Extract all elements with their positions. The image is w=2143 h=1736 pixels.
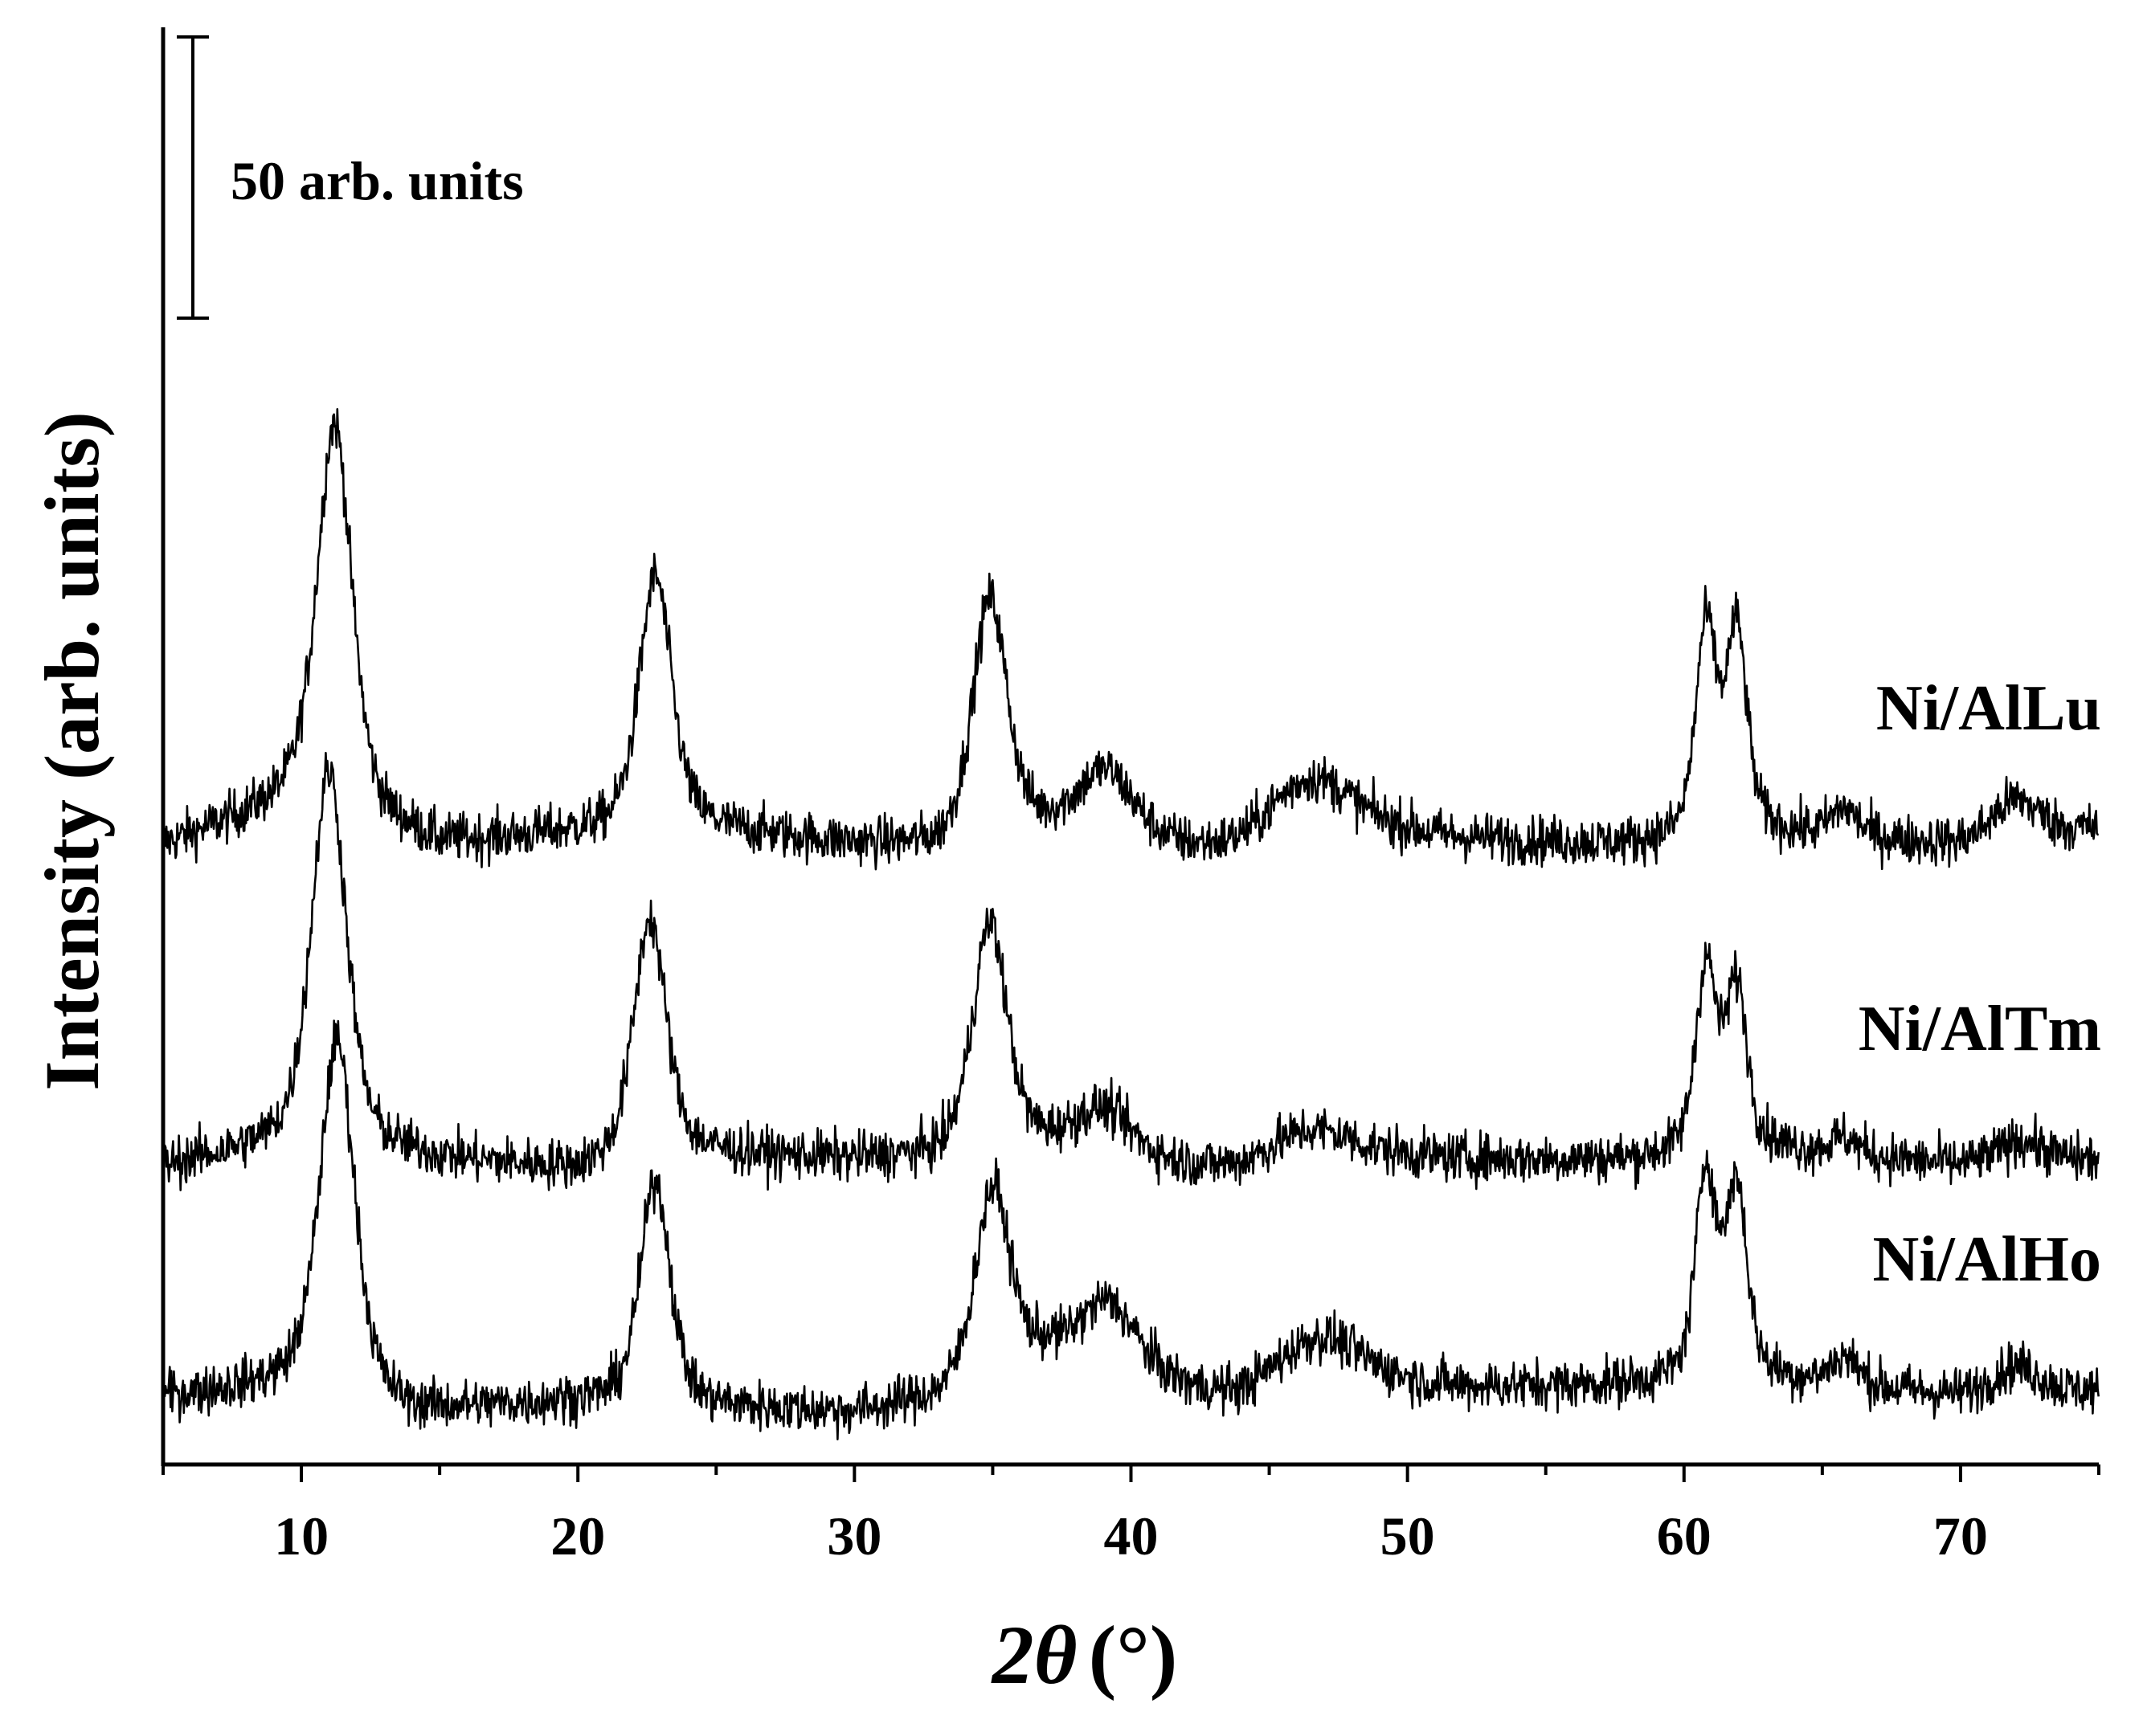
x-tick-label: 50 xyxy=(1380,1505,1435,1566)
series-label-nialtm: Ni/AlTm xyxy=(1859,994,2101,1064)
scale-bar: 50 arb. units xyxy=(177,35,524,320)
x-axis-title-unit: (°) xyxy=(1089,1609,1178,1701)
x-tick-label: 10 xyxy=(274,1505,329,1566)
series-line-nialtm xyxy=(162,751,2100,1191)
series-traces xyxy=(162,408,2100,1440)
y-axis-title: Intensity (arb. units) xyxy=(29,411,115,1090)
x-tick-label: 70 xyxy=(1933,1505,1988,1566)
x-axis-title: 2θ (°) xyxy=(991,1609,1178,1701)
x-tick-label: 40 xyxy=(1104,1505,1159,1566)
scale-bar-label: 50 arb. units xyxy=(231,150,524,211)
series-line-niallu xyxy=(162,408,2099,871)
x-axis-title-symbol: 2θ xyxy=(991,1609,1078,1701)
x-tick-label: 60 xyxy=(1657,1505,1712,1566)
series-label-niallu: Ni/AlLu xyxy=(1876,673,2101,744)
x-tick-label: 20 xyxy=(550,1505,605,1566)
x-axis-ticks: 10 20 30 40 50 60 70 xyxy=(162,1464,2100,1566)
series-labels: Ni/AlLu Ni/AlTm Ni/AlHo xyxy=(1859,673,2101,1295)
series-line-nialho xyxy=(162,1019,2100,1440)
x-tick-label: 30 xyxy=(827,1505,881,1566)
series-label-nialho: Ni/AlHo xyxy=(1873,1224,2101,1295)
